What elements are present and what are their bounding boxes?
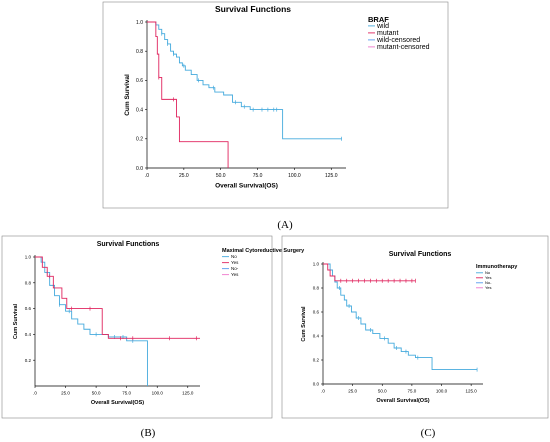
x-tick-label: 75.0 [408,389,417,394]
x-tick-label: 125.0 [182,391,194,396]
legend-entry: No- [231,266,239,271]
series-line-yes [323,263,416,282]
y-tick-label: 0.6 [25,306,32,311]
x-tick-label: .0 [145,173,149,179]
y-axis-title: Cum Survival [13,303,19,339]
x-tick-label: 50.0 [378,389,387,394]
y-tick-label: 1.0 [313,262,320,267]
x-tick-label: 25.0 [179,173,189,179]
panel-label-c: (C) [421,427,436,439]
chart-title: Survival Functions [215,4,291,14]
chart-frame [1,235,273,419]
y-tick-label: 0.8 [136,49,143,55]
x-tick-label: 100.0 [288,173,301,179]
legend-entry: Yes [231,260,239,265]
legend-entry: wild-censored [376,37,420,44]
panel-label-a: (A) [277,219,293,231]
y-tick-label: 0.4 [136,107,143,113]
panel-c-chart: Survival Functions .0 25.0 50.0 75.0 100.0 125… [281,235,549,419]
series-line-mutant [147,21,229,168]
x-axis-title: Overall Survival(OS) [215,183,278,190]
y-axis-title: Cum Survival [301,306,307,342]
x-tick-label: 100.0 [436,389,448,394]
y-tick-label: 1.0 [136,20,143,26]
x-tick-label: 25.0 [61,391,70,396]
legend-entry: wild [376,23,389,30]
series-line-yes [35,256,200,339]
y-tick-label: 0.2 [136,137,143,143]
chart-title: Survival Functions [389,251,452,258]
y-tick-label: 0.2 [313,358,320,363]
chart-frame [281,235,549,419]
y-tick-label: 0.6 [136,78,143,84]
x-tick-label: .0 [321,389,325,394]
y-tick-label: 1.0 [25,255,32,260]
x-tick-label: 25.0 [348,389,357,394]
panel-label-b: (B) [141,427,156,439]
x-tick-label: .0 [33,391,37,396]
series-line-wild [147,21,342,140]
legend-entry: mutant [377,30,398,37]
legend-entry: No- [485,280,492,285]
legend-entry: No [231,254,237,259]
legend-entry: Yes [231,272,239,277]
panel-b-chart: Survival Functions .0 25.0 50.0 75.0 100.0 125… [1,235,305,419]
x-tick-label: 75.0 [253,173,263,179]
x-tick-label: 125.0 [325,173,338,179]
legend-title: Immunotherapy [476,264,518,270]
panel-a-chart: Survival Functions .0 25.0 50.0 75.0 100.0 125… [102,1,449,209]
legend-title: Maximal Cytoreductive Surgery [222,248,305,254]
x-tick-label: 100.0 [152,391,164,396]
x-tick-label: 75.0 [122,391,131,396]
y-tick-label: 0.8 [313,286,320,291]
legend-entry: Yes [485,275,492,280]
legend-entry: mutant-censored [377,44,430,51]
x-tick-label: 50.0 [216,173,226,179]
y-tick-label: 0.6 [313,310,320,315]
series-line-no [323,263,478,371]
y-tick-label: 0.0 [313,382,320,387]
chart-title: Survival Functions [97,241,160,248]
legend-entry: Yes [485,285,492,290]
y-axis-title: Cum Survival [124,74,131,116]
x-axis-title: Overall Survival(OS) [376,398,429,404]
legend-title: BRAF [368,15,389,24]
y-tick-label: 0.2 [25,358,32,363]
legend-entry: No [485,270,491,275]
x-tick-label: 50.0 [92,391,101,396]
y-tick-label: 0.8 [25,280,32,285]
x-axis-title: Overall Survival(OS) [91,400,144,406]
y-tick-label: 0.4 [25,332,32,337]
x-tick-label: 125.0 [466,389,478,394]
y-tick-label: 0.4 [313,334,320,339]
y-tick-label: 0.0 [136,166,143,172]
chart-frame [102,1,449,209]
